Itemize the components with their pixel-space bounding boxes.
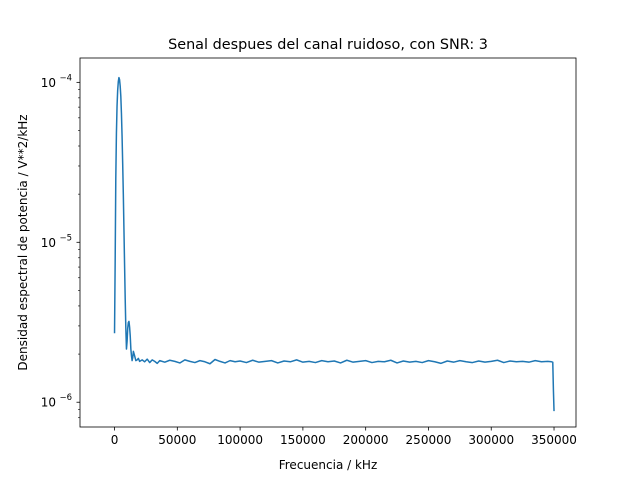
x-tick-label: 100000 <box>217 433 263 447</box>
x-tick-label: 200000 <box>343 433 389 447</box>
x-tick-label: 0 <box>111 433 119 447</box>
chart-title: Senal despues del canal ruidoso, con SNR… <box>168 37 488 53</box>
x-tick-label: 300000 <box>468 433 514 447</box>
y-tick-exponent: −6 <box>59 393 72 403</box>
y-tick-exponent: −5 <box>59 233 72 243</box>
y-tick-exponent: −4 <box>59 73 72 83</box>
series-line <box>113 76 555 412</box>
x-tick-label: 350000 <box>531 433 577 447</box>
x-axis-label: Frecuencia / kHz <box>279 458 378 472</box>
x-tick-label: 150000 <box>280 433 326 447</box>
x-axis: 0 50000 100000 150000 200000 250000 300000 3500… <box>111 427 577 447</box>
y-axis-label: Densidad espectral de potencia / V**2/kH… <box>16 114 30 370</box>
x-tick-label: 250000 <box>406 433 452 447</box>
y-axis: 10−610−510−4 <box>41 73 80 419</box>
y-tick-label: 10 <box>41 236 56 250</box>
series-layer <box>113 76 555 412</box>
y-tick-label: 10 <box>41 76 56 90</box>
x-tick-label: 50000 <box>158 433 196 447</box>
y-tick-label: 10 <box>41 396 56 410</box>
